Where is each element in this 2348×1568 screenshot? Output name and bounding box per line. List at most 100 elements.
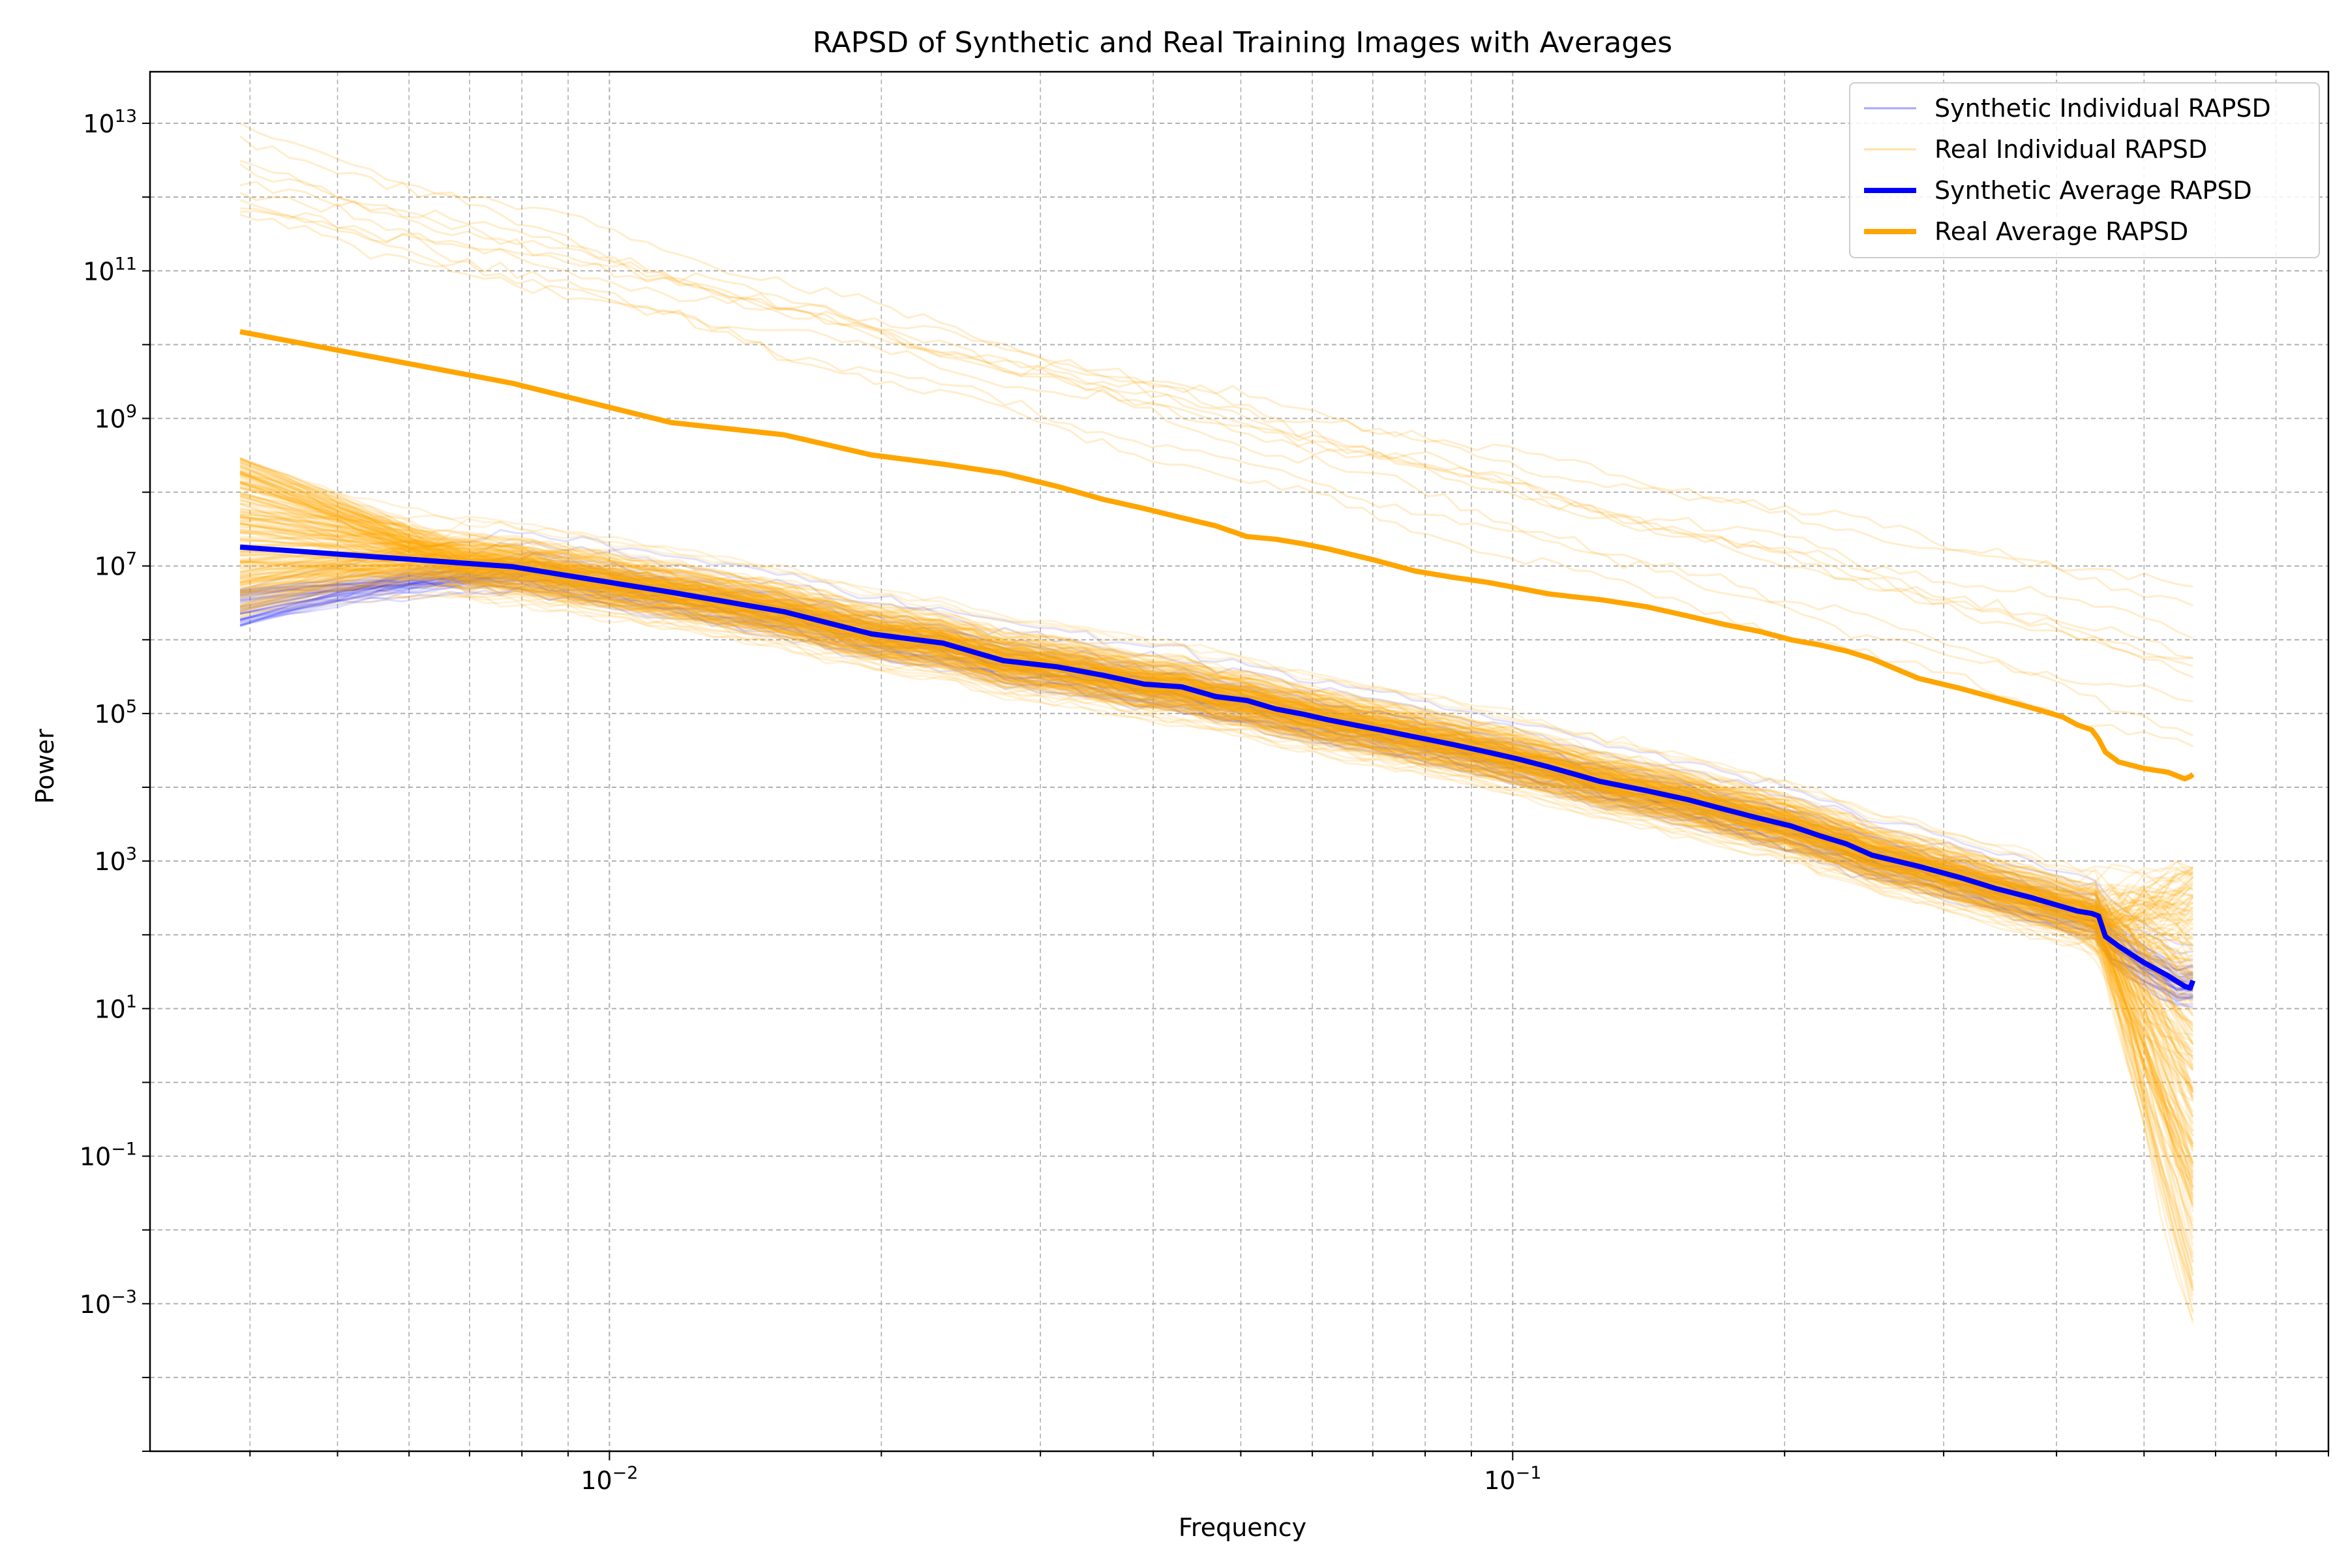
real-individual-curve xyxy=(239,487,2194,921)
real-individual-curve xyxy=(239,545,2193,919)
synthetic-individual-curve xyxy=(239,560,2193,978)
real-individual-curve xyxy=(239,502,2193,1001)
real-individual-curve xyxy=(240,561,2194,980)
chart-title: RAPSD of Synthetic and Real Training Ima… xyxy=(813,26,1672,59)
real-individual-curve xyxy=(239,477,2194,1034)
real-individual-curve xyxy=(239,573,2193,985)
real-individual-curve xyxy=(240,543,2193,907)
real-individual-curve xyxy=(239,582,2194,1239)
real-individual-curve xyxy=(239,569,2194,1044)
real-individual-curve xyxy=(239,555,2193,947)
synthetic-individual-curve xyxy=(239,552,2193,964)
real-individual-curve xyxy=(239,536,2194,1118)
real-individual-curve xyxy=(239,480,2193,1002)
real-individual-curve-upper xyxy=(240,210,2193,702)
real-individual-curve xyxy=(239,494,2193,916)
synthetic-average-line xyxy=(239,544,2196,991)
real-individual-curve xyxy=(239,471,2193,988)
synthetic-individual-curve xyxy=(239,584,2193,999)
real-individual-curve xyxy=(239,539,2194,1168)
synthetic-individual-curve xyxy=(239,560,2193,981)
real-average-line xyxy=(239,329,2195,782)
real-individual-curve xyxy=(239,468,2194,1188)
real-individual-curve xyxy=(240,553,2193,1036)
real-individual-curve xyxy=(239,545,2194,938)
real-individual-curve xyxy=(239,532,2193,963)
real-individual-curve xyxy=(240,560,2194,1093)
real-individual-curve xyxy=(239,541,2194,1046)
real-individual-curve xyxy=(240,553,2194,1137)
synthetic-individual-curve xyxy=(239,574,2193,993)
y-tick-label: 103 xyxy=(94,844,137,876)
real-individual-curve xyxy=(239,532,2194,1125)
synthetic-individual-curve xyxy=(239,552,2193,972)
x-axis-label: Frequency xyxy=(1179,1513,1306,1542)
y-tick-label: 105 xyxy=(94,697,137,729)
y-tick-label: 10−3 xyxy=(80,1287,137,1319)
x-tick-label: 10−2 xyxy=(580,1463,638,1495)
real-individual-curve-upper xyxy=(239,181,2193,660)
synthetic-individual-curve xyxy=(239,571,2193,991)
real-individual-curve xyxy=(240,530,2194,1199)
real-individual-curve xyxy=(240,560,2194,1145)
real-individual-curve xyxy=(239,560,2194,970)
real-individual-curve xyxy=(240,522,2194,1044)
real-individual-curve xyxy=(239,532,2193,894)
real-individual-curve xyxy=(239,513,2194,1276)
real-individual-curve xyxy=(239,537,2194,1179)
real-individual-curve xyxy=(239,568,2194,935)
real-individual-curve xyxy=(239,474,2193,888)
real-individual-curve xyxy=(240,543,2194,1072)
real-individual-curve xyxy=(239,475,2194,1089)
synthetic-individual-curve xyxy=(239,549,2193,968)
real-individual-curve xyxy=(239,549,2193,1003)
real-individual-curve xyxy=(239,499,2194,1024)
real-individual-curve xyxy=(239,511,2193,912)
synthetic-individual-curve xyxy=(239,541,2193,955)
real-individual-curve xyxy=(239,594,2194,1222)
synthetic-individual-curve xyxy=(239,576,2193,996)
synthetic-individual-curve xyxy=(239,560,2193,976)
real-individual-curve xyxy=(240,574,2193,939)
real-individual-curve xyxy=(239,471,2194,933)
real-individual-curve xyxy=(239,522,2194,1053)
real-individual-curve xyxy=(239,522,2193,974)
synthetic-individual-curve xyxy=(239,576,2193,996)
synthetic-individual-curve xyxy=(239,579,2193,1001)
real-individual-curve xyxy=(240,526,2194,984)
real-individual-curve xyxy=(239,464,2194,931)
real-individual-curve xyxy=(240,560,2194,1314)
real-individual-curve xyxy=(239,480,2194,991)
synthetic-individual-curve xyxy=(239,579,2193,1003)
real-individual-curve xyxy=(240,558,2194,1144)
synthetic-individual-curve xyxy=(239,579,2193,998)
y-tick-label: 1013 xyxy=(83,106,137,138)
real-individual-curve xyxy=(239,549,2194,944)
real-individual-curve xyxy=(239,591,2194,1200)
real-individual-curve xyxy=(239,515,2193,924)
real-individual-curve xyxy=(239,463,2194,969)
real-individual-curve xyxy=(239,508,2194,1173)
real-individual-curve xyxy=(240,529,2193,926)
real-individual-curve xyxy=(239,472,2193,909)
real-individual-curve xyxy=(239,491,2194,1312)
real-individual-curve xyxy=(239,569,2193,940)
real-individual-curve xyxy=(239,487,2194,1031)
real-individual-curve xyxy=(239,528,2194,1181)
real-individual-curve-upper xyxy=(239,213,2193,639)
real-individual-curve xyxy=(239,570,2194,931)
real-individual-curve xyxy=(239,496,2194,975)
real-individual-curve xyxy=(239,564,2194,1137)
real-individual-curve-upper xyxy=(239,199,2193,607)
legend-label-synthetic-individual: Synthetic Individual RAPSD xyxy=(1934,94,2271,123)
synthetic-individual-curve xyxy=(239,570,2193,991)
y-tick-label: 107 xyxy=(94,549,137,581)
real-individual-curve xyxy=(239,541,2194,1147)
real-individual-curve xyxy=(239,514,2194,1213)
real-individual-curve xyxy=(239,457,2194,931)
real-individual-curve xyxy=(239,542,2194,899)
real-individual-curve xyxy=(240,516,2194,1151)
real-individual-curve-upper xyxy=(239,135,2193,737)
